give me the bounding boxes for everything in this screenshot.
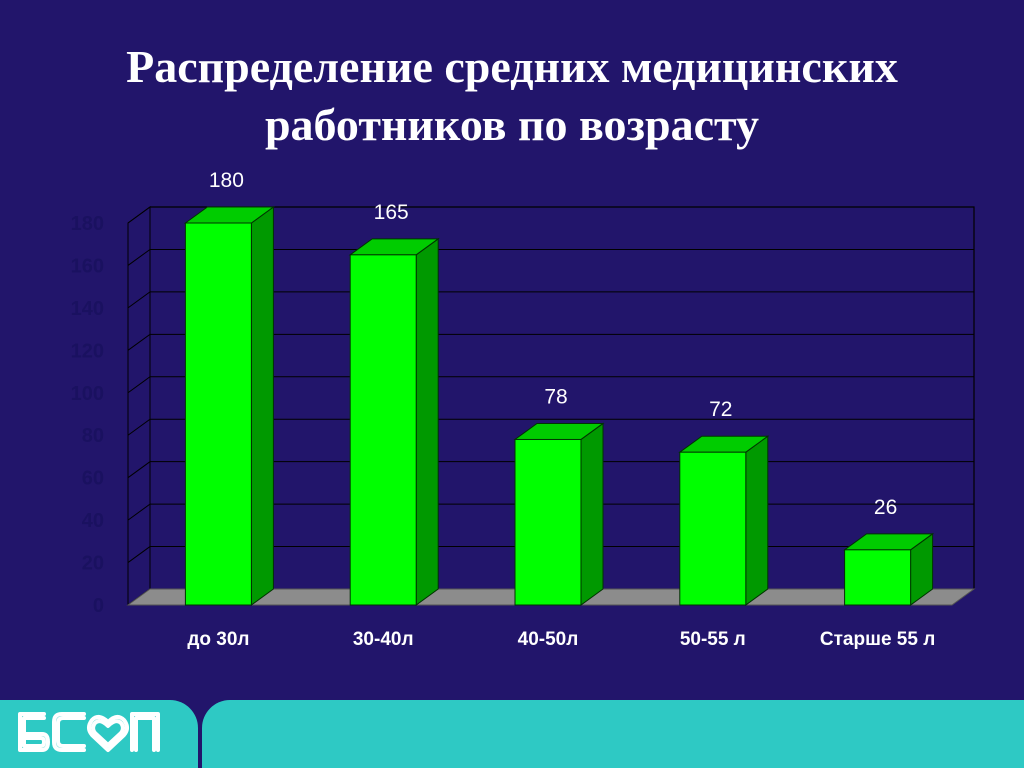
y-tick-label: 40: [82, 510, 104, 532]
y-tick-label: 100: [71, 383, 104, 405]
slide-title-line-1: Распределение средних медицинских: [126, 41, 898, 92]
bar: [843, 532, 935, 606]
gridline: [127, 291, 974, 309]
x-tick-label: 30-40л: [353, 629, 414, 650]
footer-right-panel: [202, 700, 1024, 768]
slide-title: Распределение средних медицинских работн…: [0, 38, 1024, 154]
data-label: 78: [544, 385, 567, 408]
gridline: [127, 248, 974, 266]
bsop-logo-icon: [18, 712, 160, 752]
x-tick-label: до 30л: [187, 629, 249, 650]
y-tick-label: 180: [71, 213, 104, 235]
x-tick-label: Старше 55 л: [820, 629, 935, 650]
y-tick-label: 120: [71, 340, 104, 362]
data-label: 72: [709, 398, 732, 421]
gridline: [127, 206, 974, 224]
bar-chart: 0 20 40 60 80 100 120 140 160 180 180 165 78 72 26 до…: [71, 169, 976, 650]
bar: [348, 237, 440, 606]
slide-title-line-2: работников по возрасту: [264, 99, 760, 150]
y-tick-label: 0: [93, 595, 104, 617]
bar: [183, 206, 275, 606]
bar: [513, 422, 605, 606]
x-tick-label: 40-50л: [518, 629, 579, 650]
y-tick-label: 140: [71, 298, 104, 320]
y-tick-label: 160: [71, 255, 104, 277]
gridline: [127, 376, 974, 394]
gridline: [127, 333, 974, 351]
bar: [678, 435, 770, 606]
data-label: 180: [209, 169, 244, 192]
y-tick-label: 60: [82, 468, 104, 490]
y-tick-label: 80: [82, 425, 104, 447]
y-tick-label: 20: [82, 553, 104, 575]
data-label: 165: [374, 201, 409, 224]
gridline: [127, 418, 974, 436]
data-label: 26: [874, 496, 897, 519]
x-tick-label: 50-55 л: [680, 629, 746, 650]
